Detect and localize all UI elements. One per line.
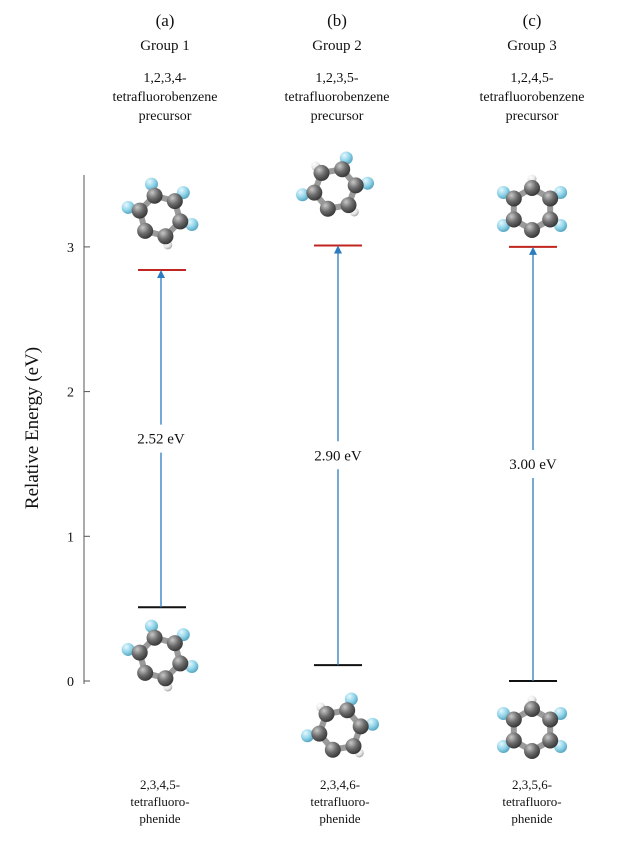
carbon-atom xyxy=(324,741,341,758)
group-1-precursor-line-1: 1,2,3,4- xyxy=(143,71,187,86)
group-3-title: Group 3 xyxy=(507,38,557,54)
fluorine-atom xyxy=(339,151,353,165)
y-axis: 0 1 2 3 Relative Energy (eV) xyxy=(22,175,90,690)
carbon-atom xyxy=(131,202,148,219)
group-3-phenide-line-2: tetrafluoro- xyxy=(502,794,561,809)
fluorine-atom xyxy=(301,729,315,743)
carbon-atom xyxy=(334,161,351,178)
y-axis-label: Relative Energy (eV) xyxy=(22,347,43,509)
carbon-atom xyxy=(524,222,540,238)
carbon-atom xyxy=(542,732,559,749)
group-2-letter: (b) xyxy=(327,11,347,30)
carbon-atom xyxy=(542,190,559,207)
carbon-atom xyxy=(318,705,335,722)
y-axis-tick-label: 0 xyxy=(67,675,74,690)
group-1-gap-label: 2.52 eV xyxy=(137,432,185,448)
group-3-precursor-line-3: precursor xyxy=(506,109,559,124)
fluorine-atom xyxy=(365,717,379,731)
group-3-gap-label: 3.00 eV xyxy=(509,457,557,473)
carbon-atom xyxy=(146,629,163,646)
group-3-phenide-line-3: phenide xyxy=(511,811,552,826)
carbon-atom xyxy=(137,664,154,681)
fluorine-atom xyxy=(144,619,158,633)
carbon-atom xyxy=(505,190,522,207)
tetrafluorobenzene-molecule-icon xyxy=(496,174,568,238)
y-axis-tick-label: 1 xyxy=(67,530,74,545)
group-2-phenide-line-1: 2,3,4,6- xyxy=(320,777,360,792)
carbon-atom xyxy=(542,211,559,228)
tetrafluorophenide-molecule-icon xyxy=(301,692,379,758)
carbon-atom xyxy=(524,743,540,759)
carbon-atom xyxy=(166,635,183,652)
fluorine-atom xyxy=(360,176,374,190)
group-1-gap-label-background xyxy=(126,425,196,452)
carbon-atom xyxy=(313,164,330,181)
fluorine-atom xyxy=(185,660,199,674)
fluorine-atom xyxy=(121,200,135,214)
carbon-atom xyxy=(131,644,148,661)
carbon-atom xyxy=(505,711,522,728)
group-1-precursor-line-3: precursor xyxy=(139,109,192,124)
fluorine-atom xyxy=(144,177,158,191)
group-2-gap-label: 2.90 eV xyxy=(314,448,362,464)
carbon-atom xyxy=(524,180,540,196)
y-axis-ticks: 0 1 2 3 xyxy=(67,241,90,690)
carbon-atom xyxy=(542,711,559,728)
group-1: (a) Group 1 1,2,3,4- tetrafluorobenzene … xyxy=(113,11,218,826)
group-1-phenide-line-3: phenide xyxy=(139,811,180,826)
group-1-precursor-line-2: tetrafluorobenzene xyxy=(113,90,218,105)
group-1-phenide-line-1: 2,3,4,5- xyxy=(140,777,180,792)
group-2-gap-label-background xyxy=(303,442,373,469)
carbon-atom xyxy=(172,655,189,672)
carbon-atom xyxy=(157,670,174,687)
carbon-atom xyxy=(339,702,356,719)
carbon-atom xyxy=(524,701,540,717)
y-axis-tick-label: 3 xyxy=(67,241,74,256)
fluorine-atom xyxy=(296,188,310,202)
group-3-phenide-line-1: 2,3,5,6- xyxy=(512,777,552,792)
tetrafluorobenzene-molecule-icon xyxy=(296,151,374,217)
group-1-letter: (a) xyxy=(156,11,175,30)
carbon-atom xyxy=(319,200,336,217)
group-2-phenide-line-3: phenide xyxy=(319,811,360,826)
carbon-atom xyxy=(505,732,522,749)
group-3: (c) Group 3 1,2,4,5- tetrafluorobenzene … xyxy=(480,11,585,826)
carbon-atom xyxy=(505,211,522,228)
carbon-atom xyxy=(166,193,183,210)
group-2-precursor-line-3: precursor xyxy=(311,109,364,124)
carbon-atom xyxy=(146,187,163,204)
group-2-title: Group 2 xyxy=(312,38,362,54)
group-2-precursor-line-1: 1,2,3,5- xyxy=(315,71,359,86)
y-axis-tick-label: 2 xyxy=(67,386,74,401)
tetrafluorobenzene-molecule-icon xyxy=(121,177,199,250)
group-1-phenide-line-2: tetrafluoro- xyxy=(130,794,189,809)
carbon-atom xyxy=(352,718,369,735)
group-3-precursor-line-1: 1,2,4,5- xyxy=(510,71,554,86)
carbon-atom xyxy=(137,222,154,239)
group-2-precursor-line-2: tetrafluorobenzene xyxy=(285,90,390,105)
tetrafluorophenide-molecule-icon xyxy=(121,619,199,692)
carbon-atom xyxy=(340,197,357,214)
group-3-gap-label-background xyxy=(498,450,568,477)
carbon-atom xyxy=(311,725,328,742)
group-2-phenide-line-2: tetrafluoro- xyxy=(310,794,369,809)
group-3-precursor-line-2: tetrafluorobenzene xyxy=(480,90,585,105)
carbon-atom xyxy=(172,213,189,230)
group-3-letter: (c) xyxy=(523,11,542,30)
fluorine-atom xyxy=(121,642,135,656)
fluorine-atom xyxy=(344,692,358,706)
group-2: (b) Group 2 1,2,3,5- tetrafluorobenzene … xyxy=(285,11,390,826)
carbon-atom xyxy=(347,177,364,194)
fluorine-atom xyxy=(185,218,199,232)
group-1-title: Group 1 xyxy=(140,38,190,54)
carbon-atom xyxy=(306,184,323,201)
carbon-atom xyxy=(157,228,174,245)
tetrafluorophenide-molecule-icon xyxy=(496,695,568,759)
carbon-atom xyxy=(345,738,362,755)
